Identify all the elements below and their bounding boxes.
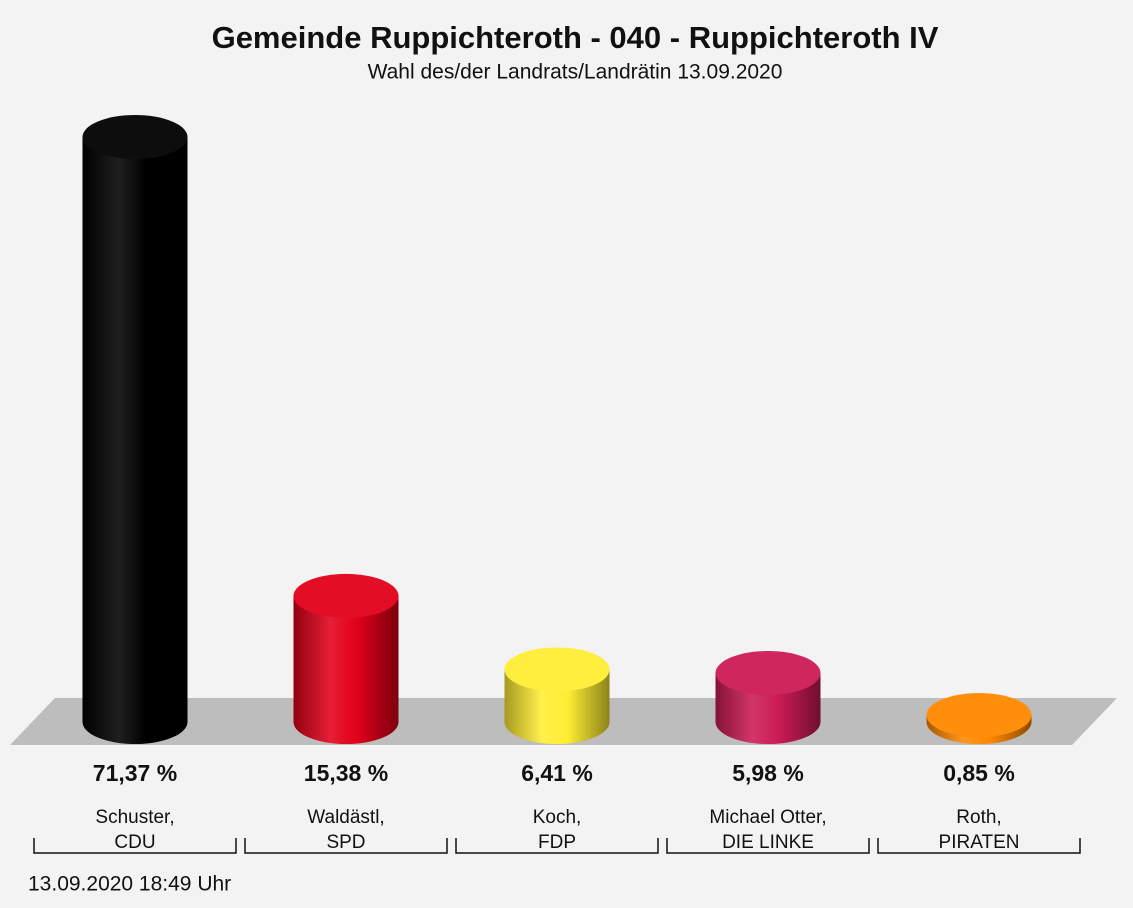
party-label: PIRATEN xyxy=(939,832,1020,853)
value-label: 15,38 % xyxy=(304,760,388,786)
chart-title: Gemeinde Ruppichteroth - 040 - Ruppichte… xyxy=(212,20,939,55)
party-label: DIE LINKE xyxy=(722,832,814,853)
party-label: CDU xyxy=(114,832,155,853)
timestamp: 13.09.2020 18:49 Uhr xyxy=(28,873,231,896)
bar xyxy=(293,595,399,745)
category-bracket xyxy=(33,838,237,854)
chart-subtitle: Wahl des/der Landrats/Landrätin 13.09.20… xyxy=(368,61,783,84)
value-label: 0,85 % xyxy=(943,760,1015,786)
bar-top xyxy=(926,693,1032,738)
category-bracket xyxy=(455,838,659,854)
candidate-label: Michael Otter, xyxy=(709,807,826,828)
bar-top xyxy=(504,647,610,692)
party-label: SPD xyxy=(326,832,365,853)
candidate-label: Schuster, xyxy=(95,807,174,828)
bar-top xyxy=(715,650,821,695)
value-label: 5,98 % xyxy=(732,760,804,786)
bar-top xyxy=(82,115,188,159)
party-label: FDP xyxy=(538,832,576,853)
candidate-label: Waldästl, xyxy=(307,807,384,828)
candidate-label: Koch, xyxy=(533,807,582,828)
bar-top xyxy=(293,573,399,618)
value-label: 6,41 % xyxy=(521,760,593,786)
category-bracket xyxy=(666,838,870,854)
bar xyxy=(82,137,188,745)
category-bracket xyxy=(244,838,448,854)
candidate-label: Roth, xyxy=(956,807,1001,828)
value-label: 71,37 % xyxy=(93,760,177,786)
category-bracket xyxy=(877,838,1081,854)
